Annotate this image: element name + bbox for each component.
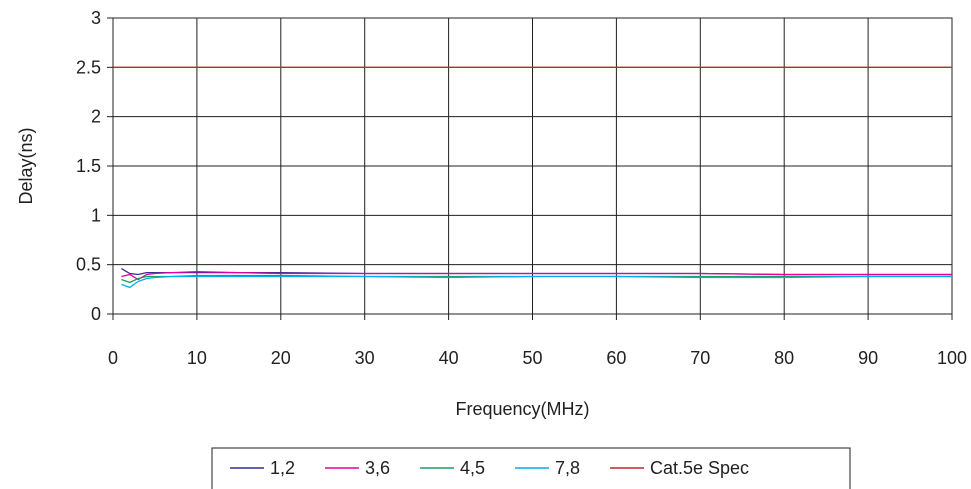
legend-label: 3,6: [365, 458, 390, 478]
x-tick-label: 60: [606, 348, 626, 368]
x-tick-label: 70: [690, 348, 710, 368]
y-tick-label: 1: [91, 205, 101, 225]
grid: [112, 17, 953, 315]
x-tick-label: 20: [271, 348, 291, 368]
series-lines: [113, 66, 952, 289]
legend-label: 1,2: [270, 458, 295, 478]
x-tick-label: 80: [774, 348, 794, 368]
series-line-4-5: [121, 274, 952, 284]
legend-label: Cat.5e Spec: [650, 458, 749, 478]
legend-label: 4,5: [460, 458, 485, 478]
legend-label: 7,8: [555, 458, 580, 478]
y-tick-label: 2: [91, 107, 101, 127]
x-tick-label: 40: [439, 348, 459, 368]
x-axis-ticks: 0 10 20 30 40 50 60 70 80 90 100: [108, 314, 967, 368]
x-axis-title: Frequency(MHz): [455, 399, 589, 419]
x-tick-label: 100: [937, 348, 967, 368]
y-tick-label: 0.5: [76, 255, 101, 275]
y-tick-label: 1.5: [76, 156, 101, 176]
y-tick-label: 3: [91, 8, 101, 28]
x-tick-label: 10: [187, 348, 207, 368]
x-tick-label: 50: [522, 348, 542, 368]
y-axis-title: Delay(ns): [16, 127, 36, 204]
x-tick-label: 30: [355, 348, 375, 368]
y-tick-label: 0: [91, 304, 101, 324]
series-line-3-6: [121, 270, 952, 281]
legend: 1,2 3,6 4,5 7,8 Cat.5e Spec: [211, 447, 851, 489]
series-line-7-8: [121, 275, 952, 289]
x-tick-label: 0: [108, 348, 118, 368]
y-tick-label: 2.5: [76, 57, 101, 77]
x-tick-label: 90: [858, 348, 878, 368]
y-axis-ticks: 0 0.5 1 1.5 2 2.5 3: [76, 8, 113, 324]
